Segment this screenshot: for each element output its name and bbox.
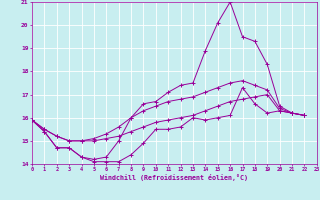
- X-axis label: Windchill (Refroidissement éolien,°C): Windchill (Refroidissement éolien,°C): [100, 174, 248, 181]
